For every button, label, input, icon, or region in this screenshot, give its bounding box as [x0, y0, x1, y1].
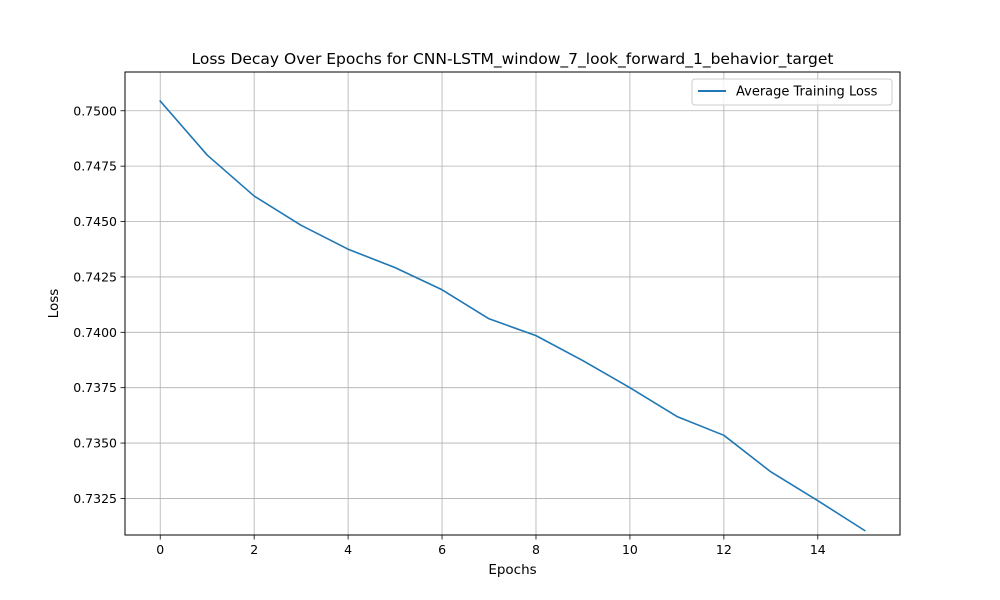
- x-tick-label: 14: [810, 542, 826, 557]
- y-tick-label: 0.7450: [73, 214, 117, 229]
- x-tick-label: 12: [716, 542, 732, 557]
- chart-title: Loss Decay Over Epochs for CNN-LSTM_wind…: [192, 50, 834, 69]
- x-axis-label: Epochs: [488, 562, 536, 578]
- x-axis-ticks: 0 2 4 6 8 10 12 14: [156, 535, 826, 557]
- y-tick-label: 0.7375: [73, 380, 117, 395]
- y-axis-label: Loss: [46, 289, 62, 319]
- series-line: [159, 99, 866, 532]
- y-tick-label: 0.7425: [73, 269, 117, 284]
- x-tick-label: 10: [622, 542, 638, 557]
- y-tick-label: 0.7475: [73, 159, 117, 174]
- y-axis-ticks: 0.7325 0.7350 0.7375 0.7400 0.7425 0.7450 0.74…: [73, 103, 125, 506]
- grid: [125, 72, 900, 535]
- legend-box: [691, 78, 893, 106]
- y-tick-label: 0.7400: [73, 325, 117, 340]
- y-tick-label: 0.7325: [73, 491, 117, 506]
- x-tick-label: 4: [344, 542, 352, 557]
- plot-lines: [159, 99, 866, 532]
- x-tick-label: 8: [532, 542, 540, 557]
- plot-frame: [124, 71, 901, 536]
- legend: Average Training Loss: [691, 78, 893, 106]
- legend-label: Average Training Loss: [736, 85, 878, 100]
- x-tick-label: 6: [438, 542, 446, 557]
- x-tick-label: 0: [156, 542, 164, 557]
- y-tick-label: 0.7500: [73, 103, 117, 118]
- x-tick-label: 2: [250, 542, 258, 557]
- y-tick-label: 0.7350: [73, 436, 117, 451]
